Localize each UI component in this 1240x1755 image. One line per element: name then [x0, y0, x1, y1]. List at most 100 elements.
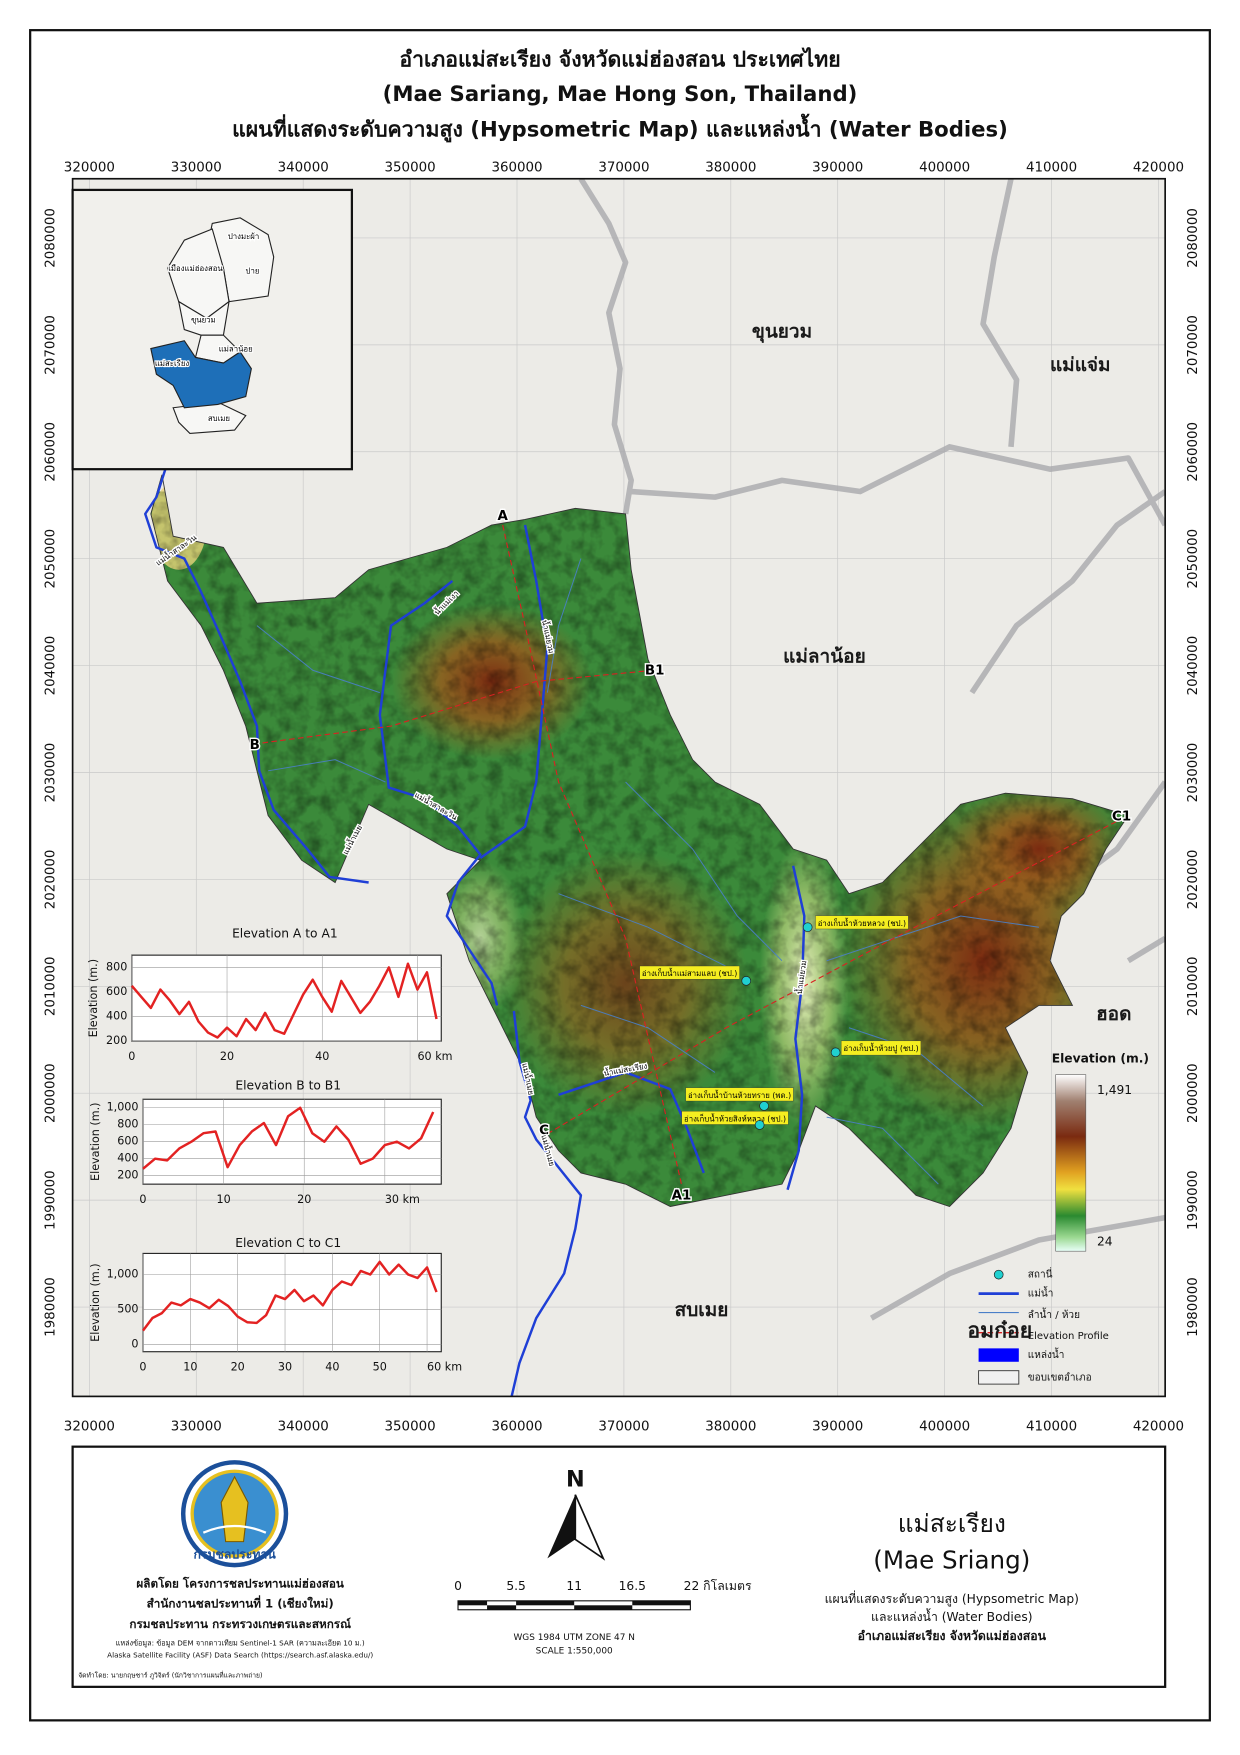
y-tick-label: 600 [117, 1135, 138, 1148]
reservoir-label: อ่างเก็บน้ำบ้านห้วยทราย (พด.) [688, 1089, 791, 1100]
northing-label: 2000000 [1186, 1063, 1201, 1123]
inset-label: สบเมย [208, 414, 230, 423]
stream [256, 625, 380, 694]
author-line: จัดทำโดย: นายกฤษชาร์ ภูวิจิตร์ (นักวิชาก… [78, 1671, 263, 1680]
profile-title: Elevation A to A1 [232, 926, 338, 940]
northing-label: 2040000 [1186, 636, 1201, 696]
producer-line: กรมชลประทาน กระทรวงเกษตรและสหกรณ์ [129, 1617, 351, 1631]
x-tick-label: 0 [139, 1193, 146, 1206]
reservoir-label: อ่างเก็บน้ำห้วยสิงห์หลวง (ชป.) [684, 1112, 786, 1123]
legend-symbol [978, 1348, 1019, 1362]
easting-label: 410000 [1026, 161, 1077, 176]
northing-label: 2030000 [1186, 743, 1201, 803]
x-tick-label: 10 [183, 1360, 197, 1373]
logo-wave [202, 1524, 267, 1534]
description-line: แผนที่แสดงระดับความสูง (Hypsometric Map) [825, 1590, 1079, 1607]
x-tick-label: 10 [217, 1193, 231, 1206]
northing-label: 2000000 [43, 1063, 58, 1123]
inset-label: ปางมะผ้า [228, 232, 259, 241]
northing-label: 1990000 [43, 1170, 58, 1230]
y-tick-label: 400 [106, 1010, 127, 1023]
x-tick-label: 30 km [385, 1193, 420, 1206]
legend-label: แหล่งน้ำ [1028, 1347, 1065, 1361]
easting-label: 380000 [705, 1420, 756, 1435]
scale-label: 16.5 [619, 1579, 646, 1593]
x-tick-label: 50 [373, 1360, 387, 1373]
stream [558, 893, 738, 973]
boundary [1126, 935, 1166, 964]
x-tick-label: 20 [220, 1050, 234, 1063]
easting-label: 400000 [919, 161, 970, 176]
scale-segment [574, 1605, 633, 1610]
easting-label: 400000 [919, 1420, 970, 1435]
district-label: อมก๋อย [967, 1319, 1032, 1344]
river [143, 468, 369, 884]
river [558, 1071, 705, 1174]
district-label: ขุนยวม [752, 320, 812, 343]
profile-point-label: A [498, 509, 509, 524]
y-tick-label: 800 [117, 1118, 138, 1131]
logo: กรมชลประทาน [180, 1460, 289, 1568]
district-label: สบเมย [675, 1299, 729, 1321]
legend: Elevation (m.) อมก๋อย 1,491 24 สถานี่แม่น้ำ… [967, 1052, 1149, 1385]
x-tick-label: 0 [139, 1360, 146, 1373]
scale-label: 5.5 [506, 1579, 526, 1593]
northing-label: 2070000 [43, 315, 58, 375]
scale-text: SCALE 1:550,000 [536, 1647, 613, 1657]
profile-line [142, 1260, 438, 1332]
legend-symbol [993, 1269, 1004, 1280]
easting-label: 320000 [64, 161, 115, 176]
producer-line: สำนักงานชลประทานที่ 1 (เชียงใหม่) [147, 1595, 334, 1611]
legend-title: Elevation (m.) [1052, 1052, 1149, 1066]
reservoir-point [754, 1120, 765, 1130]
northing-label: 2060000 [1186, 422, 1201, 482]
y-tick-label: 1,000 [107, 1267, 139, 1280]
source-line: Alaska Satellite Facility (ASF) Data Sea… [107, 1651, 373, 1660]
easting-label: 370000 [598, 1420, 649, 1435]
easting-label: 350000 [385, 161, 436, 176]
y-tick-label: 500 [117, 1303, 138, 1316]
boundary [980, 178, 1020, 448]
scale-bar: 0 5.5 11 16.5 22 กิโลเมตร [454, 1578, 752, 1611]
river [510, 1010, 583, 1397]
easting-label: 420000 [1133, 161, 1184, 176]
legend-label: แม่น้ำ [1028, 1286, 1054, 1300]
description-line: และแหล่งน้ำ (Water Bodies) [871, 1608, 1032, 1624]
x-tick-label: 20 [297, 1193, 311, 1206]
northing-label: 2040000 [43, 636, 58, 696]
coordinate-labels: 320000 320000 330000 330000 340000 340000 3500… [43, 161, 1201, 1435]
easting-label: 330000 [171, 161, 222, 176]
inset-label: แม่ลาน้อย [219, 345, 253, 354]
easting-label: 350000 [385, 1420, 436, 1435]
title-line: แผนที่แสดงระดับความสูง (Hypsometric Map)… [232, 113, 1008, 144]
stream [625, 781, 783, 962]
reservoir-point [830, 1047, 841, 1058]
reservoir-point [759, 1101, 769, 1111]
legend-label: Elevation Profile [1028, 1331, 1109, 1342]
north-label: N [566, 1467, 585, 1493]
y-tick-label: 400 [117, 1152, 138, 1165]
scale-label: 11 [566, 1579, 582, 1593]
inset-label: ขุนยวม [191, 316, 216, 325]
legend-label: ลำน้ำ / ห้วย [1028, 1307, 1080, 1321]
legend-label: ขอบเขตอำเภอ [1028, 1372, 1092, 1383]
inset-label: ปาย [246, 266, 260, 275]
inset-map: ปางมะผ้าเมืองแม่ฮ่องสอน ปายขุนยวมแม่ลาน้อ… [71, 188, 354, 471]
y-tick-label: 800 [106, 960, 127, 973]
x-tick-label: 60 km [427, 1360, 462, 1373]
scale-segment [458, 1600, 488, 1606]
easting-label: 340000 [278, 1420, 329, 1435]
easting-label: 420000 [1133, 1420, 1184, 1435]
district-name-en: (Mae Sriang) [873, 1546, 1030, 1575]
boundary [969, 489, 1166, 695]
easting-label: 410000 [1026, 1420, 1077, 1435]
easting-label: 320000 [64, 1420, 115, 1435]
description-line: อำเภอแม่สะเรียง จังหวัดแม่ฮ่องสอน [858, 1629, 1047, 1643]
northing-label: 2020000 [1186, 850, 1201, 910]
profile-line [502, 524, 682, 1185]
y-axis-label: Elevation (m.) [89, 1102, 102, 1181]
northing-label: 2050000 [1186, 529, 1201, 589]
